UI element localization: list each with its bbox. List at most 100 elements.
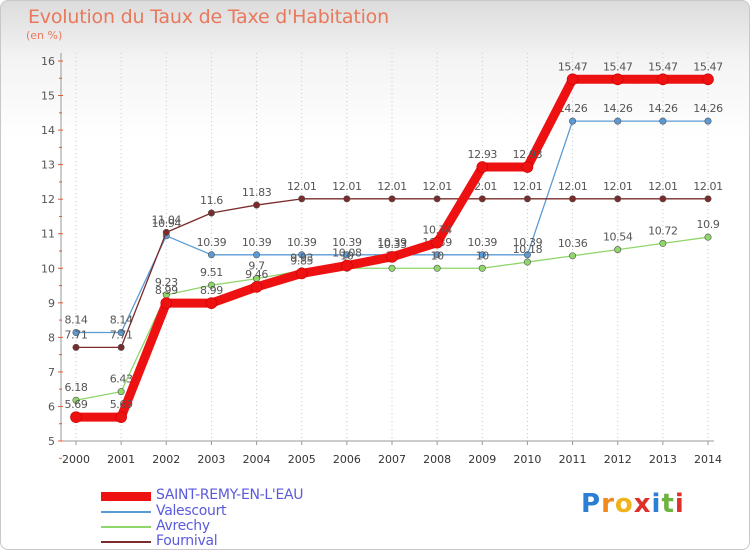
data-point [253, 201, 261, 209]
data-point [433, 195, 441, 203]
data-point [70, 411, 82, 423]
data-label: 12.01 [648, 180, 678, 193]
data-point [343, 195, 351, 203]
data-point [566, 73, 579, 86]
data-point [433, 264, 441, 272]
data-label: 10.74 [422, 224, 452, 237]
data-label: 9.23 [155, 276, 178, 289]
data-point [160, 297, 173, 309]
data-point [117, 343, 125, 351]
data-label: 10.18 [513, 243, 543, 256]
data-point [207, 251, 215, 259]
y-tick-label: 12 [41, 193, 55, 206]
data-point [569, 117, 577, 125]
data-point [659, 239, 667, 247]
data-label: 5.69 [65, 398, 88, 411]
data-label: 12.01 [422, 180, 452, 193]
logo-letter: o [614, 489, 634, 519]
x-tick-label: 2011 [559, 453, 587, 466]
data-label: 8.99 [155, 284, 178, 297]
data-label: 12.01 [693, 180, 723, 193]
logo-letter: t [661, 489, 675, 519]
data-point [614, 246, 622, 254]
x-tick-label: 2005 [288, 453, 316, 466]
data-label: 10.39 [468, 236, 498, 249]
data-point [115, 411, 127, 423]
data-point [659, 195, 667, 203]
data-label: 7.71 [110, 328, 133, 341]
legend-label: Avrechy [156, 518, 210, 534]
data-label: 15.47 [558, 60, 588, 73]
data-label: 9.46 [245, 268, 268, 281]
data-label: 10.39 [242, 236, 272, 249]
data-label: 14.26 [693, 102, 723, 115]
data-label: 10.36 [558, 237, 588, 250]
data-point [702, 73, 714, 86]
data-point [521, 161, 534, 173]
unit-label: (en %) [26, 29, 63, 42]
data-point [704, 233, 712, 241]
legend-label: Valescourt [156, 503, 227, 519]
data-label: 11.04 [152, 213, 182, 226]
data-label: 10.39 [287, 236, 317, 249]
y-tick-label: 7 [48, 366, 55, 379]
x-tick-label: 2012 [604, 453, 632, 466]
data-label: 10.08 [332, 247, 362, 260]
data-point [433, 251, 441, 259]
x-tick-label: 2003 [197, 453, 225, 466]
data-label: 12.01 [287, 180, 317, 193]
data-point [341, 259, 353, 272]
y-tick-label: 5 [48, 435, 55, 448]
x-tick-label: 2004 [243, 453, 271, 466]
y-tick-label: 13 [41, 159, 55, 172]
data-label: 10.39 [197, 236, 227, 249]
legend-swatch [101, 541, 151, 543]
legend-swatch [101, 511, 151, 513]
data-point [611, 73, 624, 86]
data-label: 14.26 [648, 102, 678, 115]
data-label: 10.39 [332, 236, 362, 249]
legend-label: Fournival [156, 533, 218, 549]
x-tick-label: 2000 [62, 453, 90, 466]
data-point [205, 297, 218, 309]
data-label: 12.93 [513, 148, 543, 161]
y-tick-label: 9 [48, 297, 55, 310]
y-tick-label: 16 [41, 55, 55, 68]
data-point [298, 251, 306, 259]
data-point [704, 195, 712, 203]
y-tick-label: 15 [41, 90, 55, 103]
data-label: 10.94 [152, 217, 182, 230]
data-label: 11.83 [242, 186, 272, 199]
data-label: 9.85 [290, 254, 313, 267]
brand-logo: Proxiti [581, 489, 685, 519]
data-label: 12.01 [558, 180, 588, 193]
data-label: 10.54 [603, 231, 633, 244]
data-label: 8.99 [200, 284, 223, 297]
legend-swatch [101, 526, 151, 528]
data-label: 5.69 [110, 398, 133, 411]
x-tick-label: 2013 [649, 453, 677, 466]
data-label: 9.51 [200, 266, 223, 279]
data-point [72, 343, 80, 351]
data-point [478, 264, 486, 272]
data-label: 14.26 [603, 102, 633, 115]
data-point [614, 195, 622, 203]
logo-letter: x [633, 489, 652, 519]
data-label: 12.01 [332, 180, 362, 193]
data-point [72, 396, 80, 404]
chart-title: Evolution du Taux de Taxe d'Habitation [28, 6, 389, 28]
data-label: 15.47 [648, 60, 678, 73]
y-tick-label: 6 [48, 400, 55, 413]
data-point [117, 388, 125, 396]
data-point [386, 251, 398, 263]
data-label: 10 [431, 249, 445, 262]
data-point [431, 236, 443, 249]
x-tick-label: 2014 [694, 453, 722, 466]
data-point [388, 195, 396, 203]
data-point [298, 195, 306, 203]
data-point [295, 267, 308, 280]
data-label: 6.18 [65, 381, 88, 394]
data-label: 10.39 [377, 236, 407, 249]
data-point [207, 209, 215, 217]
